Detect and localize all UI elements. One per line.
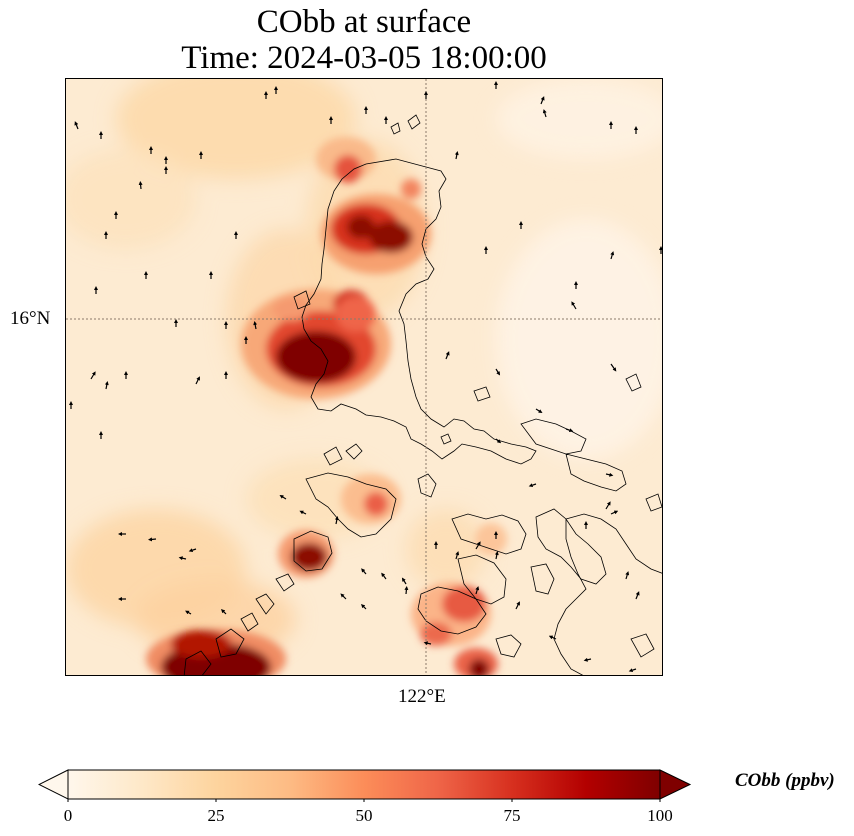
colorbar-tick-label: 0: [63, 806, 73, 825]
wind-arrow: [610, 363, 617, 372]
wind-arrow: [542, 109, 547, 118]
wind-arrow: [138, 181, 143, 190]
wind-arrow: [475, 541, 481, 550]
wind-arrow: [455, 551, 460, 560]
wind-arrow: [253, 321, 258, 330]
coastlines: [183, 114, 662, 675]
colorbar-tick-label: 25: [207, 806, 225, 825]
wind-arrow: [74, 121, 79, 130]
wind-arrow: [401, 577, 407, 585]
wind-arrow: [528, 483, 537, 488]
wind-arrow: [495, 368, 501, 376]
wind-arrow: [494, 551, 499, 560]
wind-arrow: [360, 603, 367, 610]
map-plot-area: [65, 78, 663, 676]
wind-arrow: [148, 537, 157, 542]
wind-arrow: [361, 568, 367, 575]
wind-arrow: [185, 610, 192, 615]
colorbar-extend-min: [38, 769, 69, 800]
wind-arrow: [340, 593, 347, 600]
wind-arrow: [188, 548, 197, 553]
wind-arrow: [381, 572, 387, 580]
wind-arrow: [495, 438, 502, 444]
wind-arrow: [571, 301, 577, 310]
wind-arrow: [279, 494, 287, 500]
chart-title: CObb at surface: [256, 4, 472, 40]
wind-arrows: [69, 81, 662, 673]
wind-arrow: [178, 556, 187, 561]
wind-arrow: [334, 516, 339, 525]
colorbar-extend-max: [659, 769, 692, 800]
wind-arrow: [515, 601, 520, 610]
wind-arrow: [423, 641, 432, 646]
colorbar-tick-label: 75: [503, 806, 521, 825]
wind-arrow: [605, 501, 611, 510]
wind-arrow: [610, 251, 615, 260]
chart-subtitle-time: Time: 2024-03-05 18:00:00: [181, 40, 547, 76]
wind-arrow: [610, 510, 619, 515]
wind-arrow: [195, 376, 200, 385]
wind-arrow: [475, 586, 480, 595]
wind-arrow: [445, 351, 450, 360]
wind-arrow: [583, 657, 592, 662]
wind-arrow: [404, 586, 409, 595]
colorbar-tick-label: 100: [647, 806, 673, 825]
wind-arrow: [635, 591, 640, 600]
wind-arrow: [540, 96, 545, 105]
wind-arrow: [220, 608, 227, 615]
wind-arrow: [535, 408, 543, 414]
colorbar: [38, 769, 692, 802]
hotspots: [146, 137, 507, 675]
colorbar-gradient: [68, 770, 660, 799]
wind-arrow: [90, 371, 96, 380]
colorbar-tick-label: 50: [355, 806, 373, 825]
longitude-tick-label: 122°E: [398, 686, 446, 707]
colorbar-label: CObb (ppbv): [735, 770, 835, 791]
wind-arrow: [625, 571, 630, 580]
wind-arrow: [548, 635, 557, 640]
map-svg: [66, 79, 662, 675]
wind-arrow: [565, 428, 574, 433]
wind-arrow: [104, 381, 109, 390]
wind-arrow: [454, 151, 459, 160]
latitude-tick-label: 16°N: [10, 308, 51, 329]
wind-arrow: [605, 472, 614, 477]
wind-arrow: [628, 668, 637, 673]
wind-arrow: [299, 510, 307, 515]
